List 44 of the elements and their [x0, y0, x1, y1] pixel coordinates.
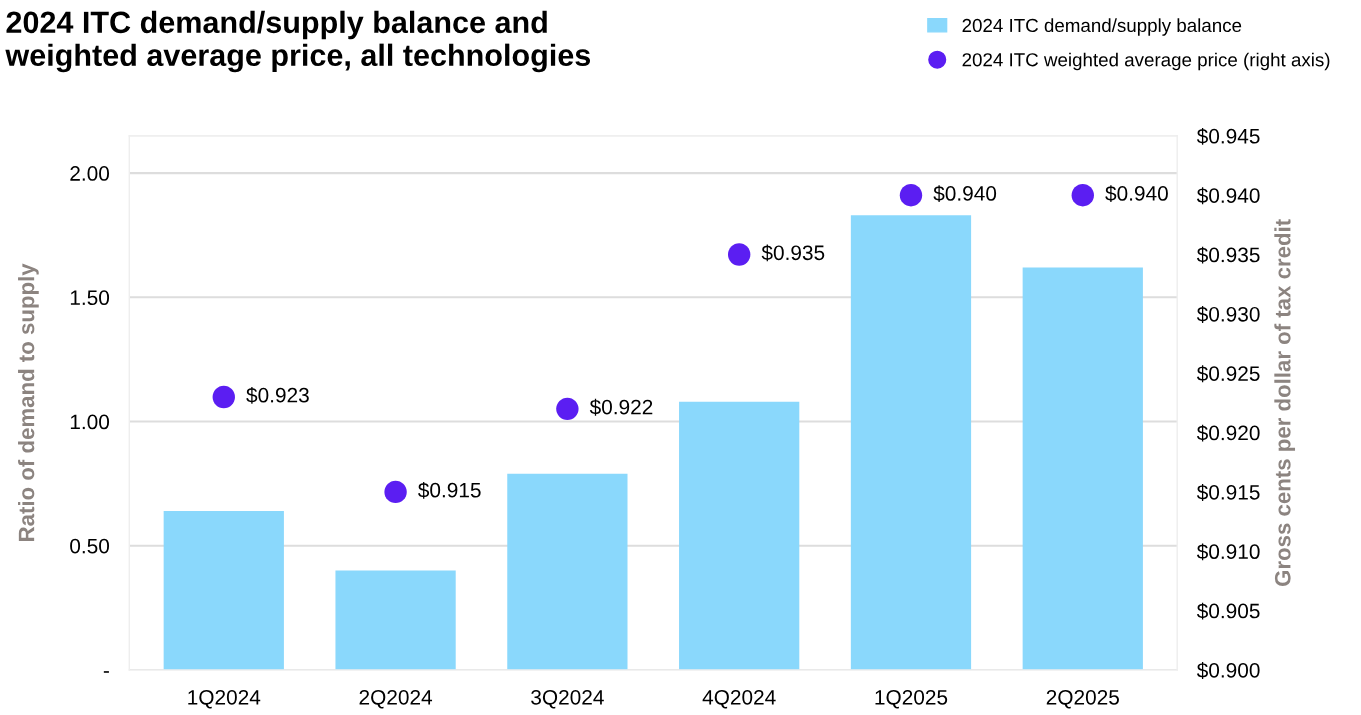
bar — [335, 570, 456, 670]
bar — [163, 510, 284, 670]
legend-label: 2024 ITC demand/supply balance — [962, 18, 1242, 36]
x-tick-label: 4Q2024 — [702, 689, 776, 709]
legend-label: 2024 ITC weighted average price (right axis) — [962, 52, 1330, 71]
y2-tick-label: $0.905 — [1196, 602, 1260, 620]
point — [899, 184, 923, 207]
data-label: $0.935 — [761, 244, 825, 262]
y2-tick-label: $0.910 — [1196, 543, 1260, 561]
y-tick-label: - — [103, 671, 109, 673]
x-tick-label: 3Q2024 — [531, 689, 604, 709]
bar — [507, 473, 628, 670]
x-tick-label: 1Q2024 — [188, 689, 261, 709]
y2-tick-label: $0.935 — [1196, 246, 1260, 264]
y2-tick-label: $0.930 — [1196, 306, 1260, 323]
chart-title: 2024 ITC demand/supply balance and weighted average price, all technologies — [5, 10, 591, 73]
point — [384, 480, 407, 504]
bar — [1022, 267, 1143, 670]
point — [556, 397, 579, 421]
x-tick-label: 1Q2025 — [875, 689, 948, 709]
data-label: $0.922 — [589, 398, 653, 416]
y-axis-title: Ratio of demand to supply — [18, 263, 39, 541]
y2-tick-label: $0.920 — [1196, 424, 1260, 442]
y2-tick-label: $0.940 — [1196, 187, 1260, 205]
y-tick-label: 2.00 — [70, 166, 110, 181]
bar — [679, 401, 800, 670]
data-label: $0.923 — [246, 386, 309, 404]
data-label: $0.915 — [418, 481, 481, 499]
data-label: $0.940 — [933, 185, 997, 203]
y-tick-label: 0.50 — [70, 538, 110, 554]
x-tick-label: 2Q2024 — [359, 689, 433, 709]
data-label: $0.940 — [1105, 185, 1168, 203]
bar — [850, 215, 972, 670]
y2-axis-title: Gross cents per dollar of tax credit — [1274, 219, 1296, 586]
y-tick-label: 1.50 — [70, 290, 110, 306]
y2-tick-label: $0.915 — [1196, 484, 1260, 501]
point — [727, 243, 751, 266]
y2-tick-label: $0.945 — [1196, 127, 1260, 145]
x-tick-label: 2Q2025 — [1046, 689, 1119, 709]
y-tick-label: 1.00 — [70, 414, 110, 430]
point — [212, 385, 235, 409]
y2-tick-label: $0.925 — [1196, 365, 1260, 383]
y2-tick-label: $0.900 — [1196, 662, 1260, 679]
point — [1071, 184, 1094, 207]
